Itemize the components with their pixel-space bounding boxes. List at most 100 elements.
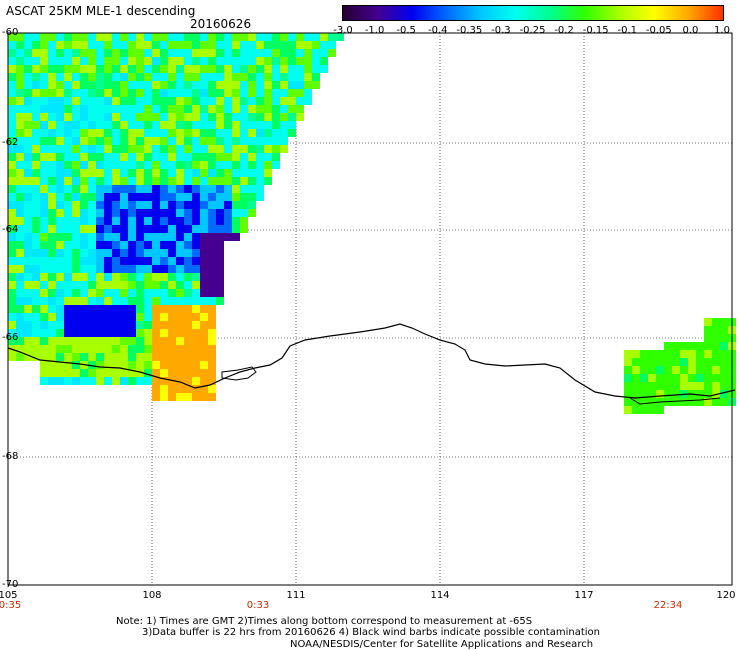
swath-cell bbox=[64, 313, 72, 321]
swath-cell bbox=[240, 217, 248, 225]
swath-cell bbox=[136, 169, 144, 177]
swath-cell bbox=[168, 281, 176, 289]
swath-cell bbox=[64, 57, 72, 65]
swath-cell bbox=[216, 49, 224, 57]
swath-cell bbox=[176, 121, 184, 129]
swath-cell bbox=[248, 185, 256, 193]
swath-cell bbox=[32, 249, 40, 257]
swath-cell bbox=[192, 313, 200, 321]
color-scale-tick-label: -0.05 bbox=[645, 25, 672, 36]
swath-cell bbox=[632, 366, 640, 374]
swath-cell bbox=[160, 177, 168, 185]
swath-cell bbox=[152, 313, 160, 321]
swath-cell bbox=[48, 129, 56, 137]
swath-cell bbox=[272, 145, 280, 153]
swath-cell bbox=[16, 193, 24, 201]
swath-cell bbox=[96, 361, 104, 369]
swath-cell bbox=[256, 33, 264, 41]
swath-cell bbox=[712, 326, 720, 334]
swath-cell bbox=[88, 129, 96, 137]
time-label-end: 22:34 bbox=[653, 600, 683, 611]
swath-cell bbox=[144, 65, 152, 73]
swath-cell bbox=[256, 121, 264, 129]
swath-cell bbox=[240, 105, 248, 113]
swath-cell bbox=[8, 65, 16, 73]
swath-cell bbox=[216, 41, 224, 49]
swath-cell bbox=[216, 73, 224, 81]
swath-cell bbox=[184, 33, 192, 41]
swath-cell bbox=[264, 65, 272, 73]
swath-cell bbox=[176, 345, 184, 353]
swath-cell bbox=[64, 49, 72, 57]
swath-cell bbox=[56, 345, 64, 353]
swath-cell bbox=[232, 233, 240, 241]
swath-cell bbox=[160, 201, 168, 209]
swath-cell bbox=[664, 374, 672, 382]
swath-cell bbox=[688, 382, 696, 390]
swath-cell bbox=[200, 377, 208, 385]
swath-cell bbox=[176, 361, 184, 369]
swath-cell bbox=[40, 313, 48, 321]
swath-cell bbox=[280, 89, 288, 97]
swath-cell bbox=[96, 137, 104, 145]
swath-cell bbox=[160, 33, 168, 41]
swath-cell bbox=[32, 201, 40, 209]
swath-cell bbox=[224, 57, 232, 65]
swath-cell bbox=[280, 97, 288, 105]
swath-cell bbox=[240, 201, 248, 209]
swath-cell bbox=[192, 353, 200, 361]
swath-cell bbox=[40, 337, 48, 345]
swath-cell bbox=[208, 49, 216, 57]
swath-cell bbox=[16, 81, 24, 89]
swath-cell bbox=[120, 153, 128, 161]
map-frame bbox=[7, 32, 733, 586]
swath-cell bbox=[168, 249, 176, 257]
swath-cell bbox=[168, 113, 176, 121]
swath-cell bbox=[56, 257, 64, 265]
swath-cell bbox=[112, 129, 120, 137]
swath-cell bbox=[184, 41, 192, 49]
swath-cell bbox=[112, 289, 120, 297]
swath-cell bbox=[104, 65, 112, 73]
swath-cell bbox=[160, 225, 168, 233]
swath-cell bbox=[184, 305, 192, 313]
swath-cell bbox=[192, 169, 200, 177]
swath-cell bbox=[168, 329, 176, 337]
swath-cell bbox=[40, 185, 48, 193]
swath-cell bbox=[64, 377, 72, 385]
swath-cell bbox=[56, 65, 64, 73]
swath-cell bbox=[56, 49, 64, 57]
swath-cell bbox=[688, 374, 696, 382]
swath-cell bbox=[104, 297, 112, 305]
latitude-label: -64 bbox=[2, 224, 19, 235]
swath-cell bbox=[176, 249, 184, 257]
swath-cell bbox=[120, 49, 128, 57]
swath-cell bbox=[208, 329, 216, 337]
swath-cell bbox=[152, 145, 160, 153]
swath-cell bbox=[32, 97, 40, 105]
swath-cell bbox=[304, 49, 312, 57]
swath-cell bbox=[32, 105, 40, 113]
swath-cell bbox=[152, 129, 160, 137]
swath-cell bbox=[96, 209, 104, 217]
swath-cell bbox=[72, 241, 80, 249]
swath-cell bbox=[56, 81, 64, 89]
swath-cell bbox=[232, 73, 240, 81]
swath-cell bbox=[48, 161, 56, 169]
swath-cell bbox=[104, 153, 112, 161]
swath-cell bbox=[192, 393, 200, 401]
swath-cell bbox=[48, 113, 56, 121]
swath-cell bbox=[48, 225, 56, 233]
swath-cell bbox=[72, 57, 80, 65]
swath-cell bbox=[640, 398, 648, 406]
swath-cell bbox=[232, 49, 240, 57]
swath-cell bbox=[648, 366, 656, 374]
swath-cell bbox=[184, 137, 192, 145]
swath-cell bbox=[96, 329, 104, 337]
swath-cell bbox=[152, 329, 160, 337]
swath-cell bbox=[48, 297, 56, 305]
swath-cell bbox=[136, 57, 144, 65]
swath-cell bbox=[88, 185, 96, 193]
swath-cell bbox=[112, 49, 120, 57]
swath-cell bbox=[160, 297, 168, 305]
